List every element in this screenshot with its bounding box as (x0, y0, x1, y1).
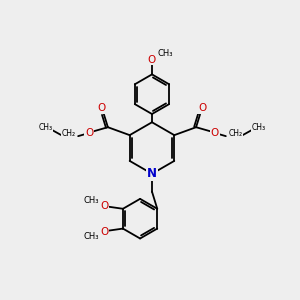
Text: O: O (100, 201, 108, 211)
Text: CH₂: CH₂ (229, 129, 243, 138)
Text: O: O (211, 128, 219, 138)
Text: CH₂: CH₂ (61, 129, 75, 138)
Text: CH₃: CH₃ (83, 196, 99, 205)
Text: CH₃: CH₃ (83, 232, 99, 241)
Text: O: O (148, 55, 156, 64)
Text: CH₃: CH₃ (157, 49, 172, 58)
Text: O: O (198, 103, 206, 113)
Text: CH₃: CH₃ (251, 123, 266, 132)
Text: O: O (85, 128, 93, 138)
Text: CH₃: CH₃ (38, 123, 52, 132)
Text: O: O (98, 103, 106, 113)
Text: N: N (147, 167, 157, 180)
Text: O: O (100, 226, 108, 237)
